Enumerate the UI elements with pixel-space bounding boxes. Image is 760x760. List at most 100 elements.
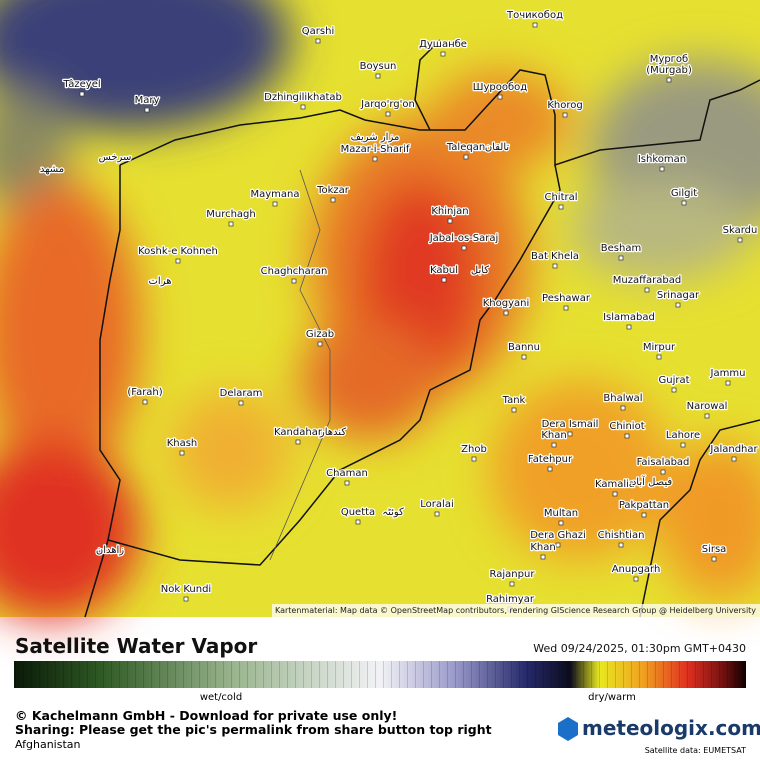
place-label: Dzhingilikhatab: [264, 92, 342, 103]
native-label: سرخس: [99, 152, 132, 163]
place-label: Murchagh: [206, 209, 256, 220]
place-label: Fatehpur: [528, 454, 573, 465]
place-dot: [375, 73, 381, 79]
place-dot: [521, 354, 527, 360]
place-label: Khan: [530, 542, 555, 553]
native-label: مزار شریف: [351, 132, 400, 143]
place-label: Chaman: [326, 468, 368, 479]
place-label: Delaram: [220, 388, 263, 399]
place-label: Taleqan: [446, 142, 485, 153]
place-label: Khinjan: [431, 206, 468, 217]
place-label: Faisalabad: [637, 457, 690, 468]
place-dot: [558, 204, 564, 210]
place-label: Zhob: [461, 444, 487, 455]
place-dot: [385, 111, 391, 117]
place-label: Chitral: [544, 192, 577, 203]
place-dot: [532, 22, 538, 28]
place-dot: [567, 431, 573, 437]
native-label: مشهد: [40, 164, 64, 175]
place-dot: [503, 310, 509, 316]
place-dot: [680, 442, 686, 448]
place-label: Chaghcharan: [261, 266, 328, 277]
sharing: Sharing: Please get the pic's permalink …: [15, 722, 492, 737]
place-label: Chiniot: [609, 421, 644, 432]
place-dot: [291, 278, 297, 284]
source: Satellite data: EUMETSAT: [645, 746, 746, 755]
place-label: Qarshi: [302, 26, 334, 37]
place-label: Tokzar: [316, 185, 350, 196]
place-dot: [540, 554, 546, 560]
place-label: Мургоб: [650, 54, 688, 65]
place-dot: [618, 542, 624, 548]
place-label: Dera Ismail: [542, 419, 599, 430]
place-label: Kabul: [430, 265, 458, 276]
region: Afghanistan: [15, 738, 81, 751]
place-dot: [441, 277, 447, 283]
place-label: Bhalwal: [603, 393, 642, 404]
place-dot: [704, 413, 710, 419]
place-label: Loralai: [420, 499, 453, 510]
place-dot: [737, 237, 743, 243]
place-dot: [618, 255, 624, 261]
place-label: Narowal: [687, 401, 728, 412]
native-label: کندهار: [319, 427, 346, 438]
place-dot: [434, 511, 440, 517]
place-label: Шурообод: [473, 82, 527, 93]
place-label: Nok Kundi: [161, 584, 211, 595]
place-dot: [142, 399, 148, 405]
place-label: Khogyani: [483, 298, 530, 309]
native-label: زاهدان: [96, 545, 124, 556]
place-label: (Murgab): [646, 65, 692, 76]
place-dot: [461, 245, 467, 251]
place-label: Dera Ghazi: [530, 530, 586, 541]
place-label: Sirsa: [702, 544, 727, 555]
place-label: Точикобод: [506, 10, 563, 21]
place-dot: [659, 166, 665, 172]
footer: Satellite Water Vapor Wed 09/24/2025, 01…: [14, 634, 760, 755]
place-dot: [471, 456, 477, 462]
logo-icon: [558, 717, 578, 741]
place-label: Gujrat: [658, 375, 689, 386]
place-label: Srinagar: [657, 290, 700, 301]
place-dot: [509, 581, 515, 587]
place-dot: [463, 154, 469, 160]
place-dot: [666, 77, 672, 83]
place-label: (Farah): [127, 387, 162, 398]
place-dot: [238, 400, 244, 406]
place-dot: [228, 221, 234, 227]
place-label: Kamalia: [595, 479, 635, 490]
place-label: Boysun: [360, 61, 397, 72]
place-label: Gilgit: [671, 188, 697, 199]
place-dot: [330, 197, 336, 203]
place-dot: [675, 302, 681, 308]
place-dot: [295, 439, 301, 445]
place-label: Tâzeyel: [62, 78, 100, 90]
place-dot: [547, 466, 553, 472]
place-dot: [641, 512, 647, 518]
place-dot: [633, 576, 639, 582]
place-label: Khorog: [547, 100, 582, 111]
place-dot: [317, 341, 323, 347]
place-label: Koshk-e Kohneh: [138, 246, 218, 257]
place-label: Peshawar: [542, 293, 591, 304]
native-label: فیصل آباد: [632, 475, 673, 488]
legend-low: wet/cold: [200, 692, 242, 703]
place-dot: [612, 491, 618, 497]
place-label: Mazar-i-Sharif: [341, 144, 410, 155]
native-label: تالقان: [485, 142, 510, 153]
place-label: Jammu: [710, 368, 746, 379]
place-dot: [183, 596, 189, 602]
place-dot: [626, 324, 632, 330]
place-label: Chishtian: [598, 530, 645, 541]
place-dot: [440, 51, 446, 57]
place-dot: [497, 94, 503, 100]
native-label: کوئٹہ: [382, 507, 404, 518]
place-label: Ishkoman: [638, 154, 686, 165]
place-label: Quetta: [341, 507, 375, 518]
place-dot: [179, 450, 185, 456]
place-label: Muzaffarabad: [613, 275, 681, 286]
place-label: Gizab: [306, 329, 334, 340]
place-label: Maymana: [250, 189, 299, 200]
place-dot: [731, 456, 737, 462]
